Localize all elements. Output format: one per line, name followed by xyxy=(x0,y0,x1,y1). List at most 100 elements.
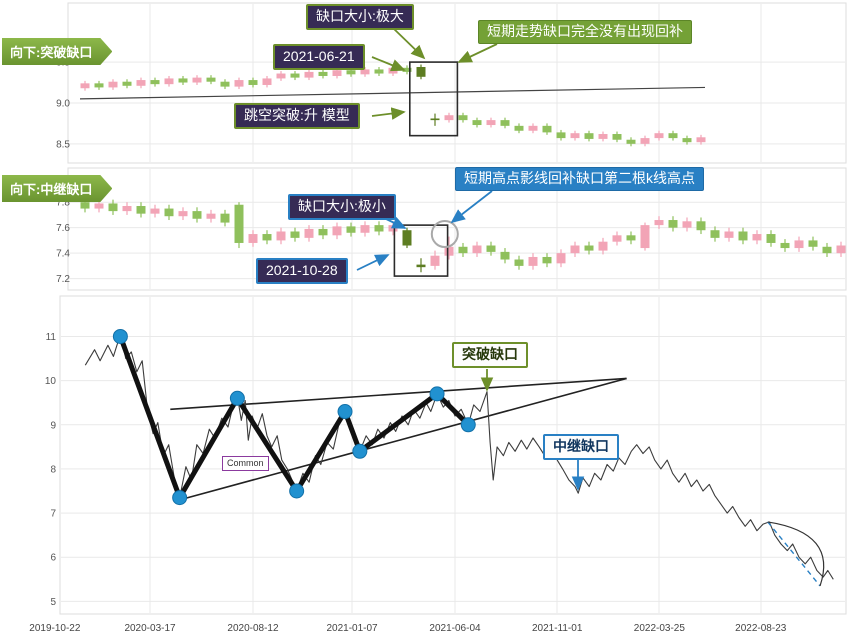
candle-body xyxy=(388,225,398,232)
candle-body xyxy=(122,206,132,212)
candle-body xyxy=(136,80,146,86)
candle-body xyxy=(556,132,566,139)
projection-dashed-line xyxy=(767,521,821,587)
candle-body xyxy=(486,120,496,126)
candle-body xyxy=(794,240,804,249)
candle-body xyxy=(248,80,258,85)
panel2-gap-size-label: 缺口大小:极小 xyxy=(288,194,396,220)
candle-body xyxy=(164,78,174,85)
candle-body xyxy=(430,255,440,266)
panel2-fill-note: 短期高点影线回补缺口第二根k线高点 xyxy=(455,167,704,191)
candle-body xyxy=(262,234,272,241)
candle-body xyxy=(654,133,664,139)
candle-body xyxy=(808,240,818,247)
candle-body xyxy=(332,70,342,76)
candle-body xyxy=(444,115,454,121)
candle-body xyxy=(332,226,342,236)
candle-body xyxy=(472,120,482,126)
candle-body xyxy=(626,235,636,241)
candle-body xyxy=(290,231,300,238)
candle-body xyxy=(80,83,90,89)
candle-body xyxy=(584,133,594,139)
candle-body xyxy=(388,67,398,74)
candle-body xyxy=(514,259,524,266)
panel2-direction-tag: 向下:中继缺口 xyxy=(2,175,112,202)
panel2-gap-date-label: 2021-10-28 xyxy=(256,258,348,284)
candle-body xyxy=(738,231,748,241)
candle-body xyxy=(696,137,706,143)
y-tick-label: 8.5 xyxy=(56,139,70,150)
y-tick-label: 9.0 xyxy=(56,98,70,109)
panel1-gap-size-label: 缺口大小:极大 xyxy=(306,4,414,30)
pivot-dot xyxy=(429,386,445,402)
candle-body xyxy=(262,78,272,85)
candle-body xyxy=(612,134,622,140)
candle-body xyxy=(304,228,314,238)
candle-body xyxy=(584,245,594,251)
panel3-breakaway-gap-label: 突破缺口 xyxy=(452,342,528,368)
annotation-arrow xyxy=(383,216,407,229)
x-tick-label: 2022-03-25 xyxy=(634,623,686,634)
trendline xyxy=(179,377,627,501)
x-tick-label: 2021-06-04 xyxy=(429,623,481,634)
trendline xyxy=(170,377,627,411)
annotation-arrow xyxy=(450,190,493,224)
x-tick-label: 2020-08-12 xyxy=(227,623,279,634)
gap-highlight-rect xyxy=(393,224,449,277)
candle-body xyxy=(360,69,370,75)
candle-body xyxy=(136,206,146,214)
projection-arc xyxy=(767,521,825,587)
panel1-no-fill-note: 短期走势缺口完全没有出现回补 xyxy=(478,20,692,44)
pivot-dot xyxy=(460,417,476,433)
candle-body xyxy=(626,139,636,144)
panel3-continuation-gap-label: 中继缺口 xyxy=(543,434,619,460)
candle-body xyxy=(360,225,370,233)
x-tick-label: 2021-11-01 xyxy=(532,623,583,634)
candle-body xyxy=(542,125,552,133)
y-tick-label: 7.4 xyxy=(56,249,70,260)
candle-body xyxy=(178,211,188,217)
y-tick-label: 7.8 xyxy=(56,198,70,209)
panel1-direction-tag: 向下:突破缺口 xyxy=(2,38,112,65)
wick-highlight-circle xyxy=(430,220,459,249)
annotation-arrow xyxy=(392,27,426,60)
pivot-dot xyxy=(112,328,128,344)
panel1-gap-model-label: 跳空突破:升 模型 xyxy=(234,103,360,129)
candle-body xyxy=(766,234,776,243)
candle-body xyxy=(206,213,216,219)
gap-highlight-rect xyxy=(408,61,459,137)
candle-body xyxy=(682,221,692,228)
candle-body xyxy=(122,81,132,86)
candle-body xyxy=(94,83,104,88)
candle-body xyxy=(108,203,118,212)
zigzag-line xyxy=(117,334,471,501)
candle-body xyxy=(780,242,790,249)
candle-body xyxy=(220,81,230,87)
candle-body xyxy=(556,253,566,264)
y-tick-label: 10 xyxy=(45,376,57,387)
candle-body xyxy=(234,204,244,243)
candle-body xyxy=(514,125,524,131)
x-tick-label: 2020-03-17 xyxy=(124,623,176,634)
candle-body xyxy=(542,256,552,264)
candle-body xyxy=(472,245,482,254)
candle-body xyxy=(640,138,650,144)
candle-body xyxy=(822,246,832,254)
candle-body xyxy=(150,80,160,85)
annotation-arrow xyxy=(371,56,406,72)
candle-body xyxy=(374,225,384,232)
candle-body xyxy=(668,220,678,228)
candle-body xyxy=(206,77,216,82)
candle-body xyxy=(570,245,580,254)
y-tick-label: 11 xyxy=(46,332,57,343)
candle-body xyxy=(108,81,118,88)
candle-body xyxy=(150,208,160,214)
candle-body xyxy=(276,73,286,79)
candle-body xyxy=(346,70,356,75)
candle-body xyxy=(164,208,174,217)
candle-body xyxy=(682,138,692,143)
candle-body xyxy=(94,203,104,209)
candle-body xyxy=(528,125,538,131)
